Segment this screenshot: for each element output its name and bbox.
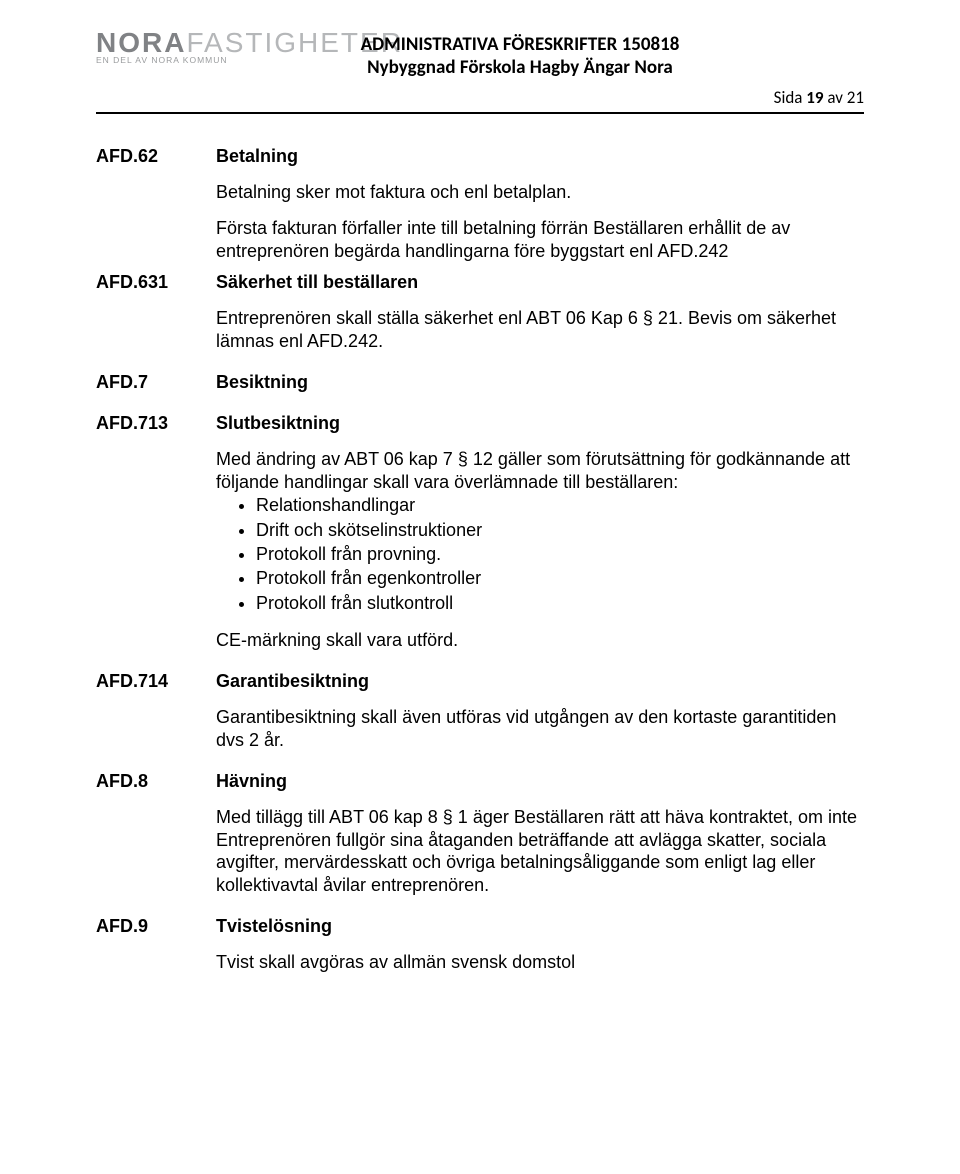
afd713-bullets: Relationshandlingar Drift och skötselins… bbox=[256, 493, 864, 614]
section-afd62: AFD.62 Betalning bbox=[96, 146, 864, 167]
label-afd631: Säkerhet till beställaren bbox=[216, 272, 864, 293]
afd9-p1: Tvist skall avgöras av allmän svensk dom… bbox=[216, 951, 864, 974]
section-afd7: AFD.7 Besiktning bbox=[96, 372, 864, 393]
code-afd714: AFD.714 bbox=[96, 671, 216, 692]
logo-strong: NORA bbox=[96, 27, 186, 58]
doc-title-2: Nybyggnad Förskola Hagby Ängar Nora bbox=[176, 56, 864, 79]
list-item: Protokoll från slutkontroll bbox=[256, 591, 864, 615]
page-prefix: Sida bbox=[774, 87, 807, 108]
code-afd9: AFD.9 bbox=[96, 916, 216, 937]
list-item: Drift och skötselinstruktioner bbox=[256, 518, 864, 542]
label-afd8: Hävning bbox=[216, 771, 864, 792]
code-afd631: AFD.631 bbox=[96, 272, 216, 293]
afd8-p1: Med tillägg till ABT 06 kap 8 § 1 äger B… bbox=[216, 806, 864, 896]
section-afd631: AFD.631 Säkerhet till beställaren bbox=[96, 272, 864, 293]
code-afd7: AFD.7 bbox=[96, 372, 216, 393]
label-afd713: Slutbesiktning bbox=[216, 413, 864, 434]
afd714-p1: Garantibesiktning skall även utföras vid… bbox=[216, 706, 864, 751]
afd62-p2: Första fakturan förfaller inte till beta… bbox=[216, 217, 864, 262]
page: NORAFASTIGHETER EN DEL AV NORA KOMMUN AD… bbox=[0, 0, 960, 1174]
label-afd62: Betalning bbox=[216, 146, 864, 167]
label-afd9: Tvistelösning bbox=[216, 916, 864, 937]
code-afd713: AFD.713 bbox=[96, 413, 216, 434]
afd62-p1: Betalning sker mot faktura och enl betal… bbox=[216, 181, 864, 204]
code-afd62: AFD.62 bbox=[96, 146, 216, 167]
code-afd8: AFD.8 bbox=[96, 771, 216, 792]
page-num: 19 bbox=[806, 87, 823, 108]
afd713-p1: Med ändring av ABT 06 kap 7 § 12 gäller … bbox=[216, 448, 864, 493]
section-afd713: AFD.713 Slutbesiktning bbox=[96, 413, 864, 434]
section-afd9: AFD.9 Tvistelösning bbox=[96, 916, 864, 937]
list-item: Protokoll från provning. bbox=[256, 542, 864, 566]
label-afd7: Besiktning bbox=[216, 372, 864, 393]
list-item: Protokoll från egenkontroller bbox=[256, 566, 864, 590]
section-afd8: AFD.8 Hävning bbox=[96, 771, 864, 792]
separator bbox=[96, 112, 864, 114]
list-item: Relationshandlingar bbox=[256, 493, 864, 517]
section-afd714: AFD.714 Garantibesiktning bbox=[96, 671, 864, 692]
page-number: Sida 19 av 21 bbox=[96, 87, 864, 108]
label-afd714: Garantibesiktning bbox=[216, 671, 864, 692]
afd631-p1: Entreprenören skall ställa säkerhet enl … bbox=[216, 307, 864, 352]
afd713-p2: CE-märkning skall vara utförd. bbox=[216, 629, 864, 652]
page-of: av 21 bbox=[824, 87, 864, 108]
